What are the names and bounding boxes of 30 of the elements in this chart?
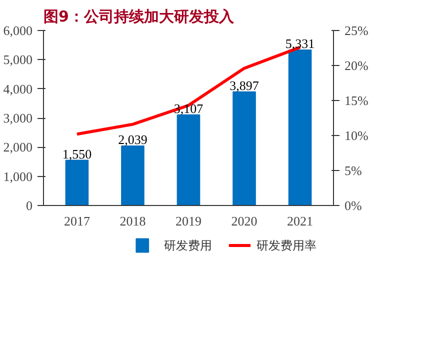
bar	[176, 114, 200, 206]
y-tick-label: 0	[26, 198, 32, 213]
y-tick-label: 6,000	[3, 23, 32, 38]
legend-label: 研发费用率	[256, 238, 317, 252]
bar	[288, 50, 312, 206]
data-label: 2,039	[118, 132, 148, 148]
bar	[121, 146, 144, 206]
legend-label: 研发费用	[164, 238, 212, 252]
y-tick-label: 3,000	[3, 110, 32, 126]
bar	[65, 160, 89, 206]
data-label: 1,550	[62, 146, 92, 162]
x-tick-label: 2021	[287, 214, 314, 228]
y-tick-label: 2,000	[3, 140, 32, 155]
x-tick-label: 2019	[176, 214, 202, 228]
y-tick-label: 5,000	[3, 52, 32, 68]
y-tick-label: 1,000	[3, 168, 32, 184]
y2-tick-label: 0%	[344, 198, 362, 213]
y2-tick-label: 20%	[344, 58, 368, 73]
bar	[232, 91, 256, 206]
y2-tick-label: 5%	[344, 163, 362, 178]
data-label: 5,331	[285, 36, 315, 52]
data-label: 3,897	[230, 78, 260, 93]
y2-tick-label: 15%	[344, 93, 368, 108]
x-tick-label: 2020	[231, 214, 258, 228]
y2-tick-label: 25%	[344, 23, 368, 38]
y2-tick-label: 10%	[344, 128, 368, 143]
y-tick-label: 4,000	[3, 81, 32, 96]
x-tick-label: 2017	[64, 214, 90, 228]
x-tick-label: 2018	[120, 214, 146, 228]
chart-title: 图9：公司持续加大研发投入	[44, 8, 235, 26]
